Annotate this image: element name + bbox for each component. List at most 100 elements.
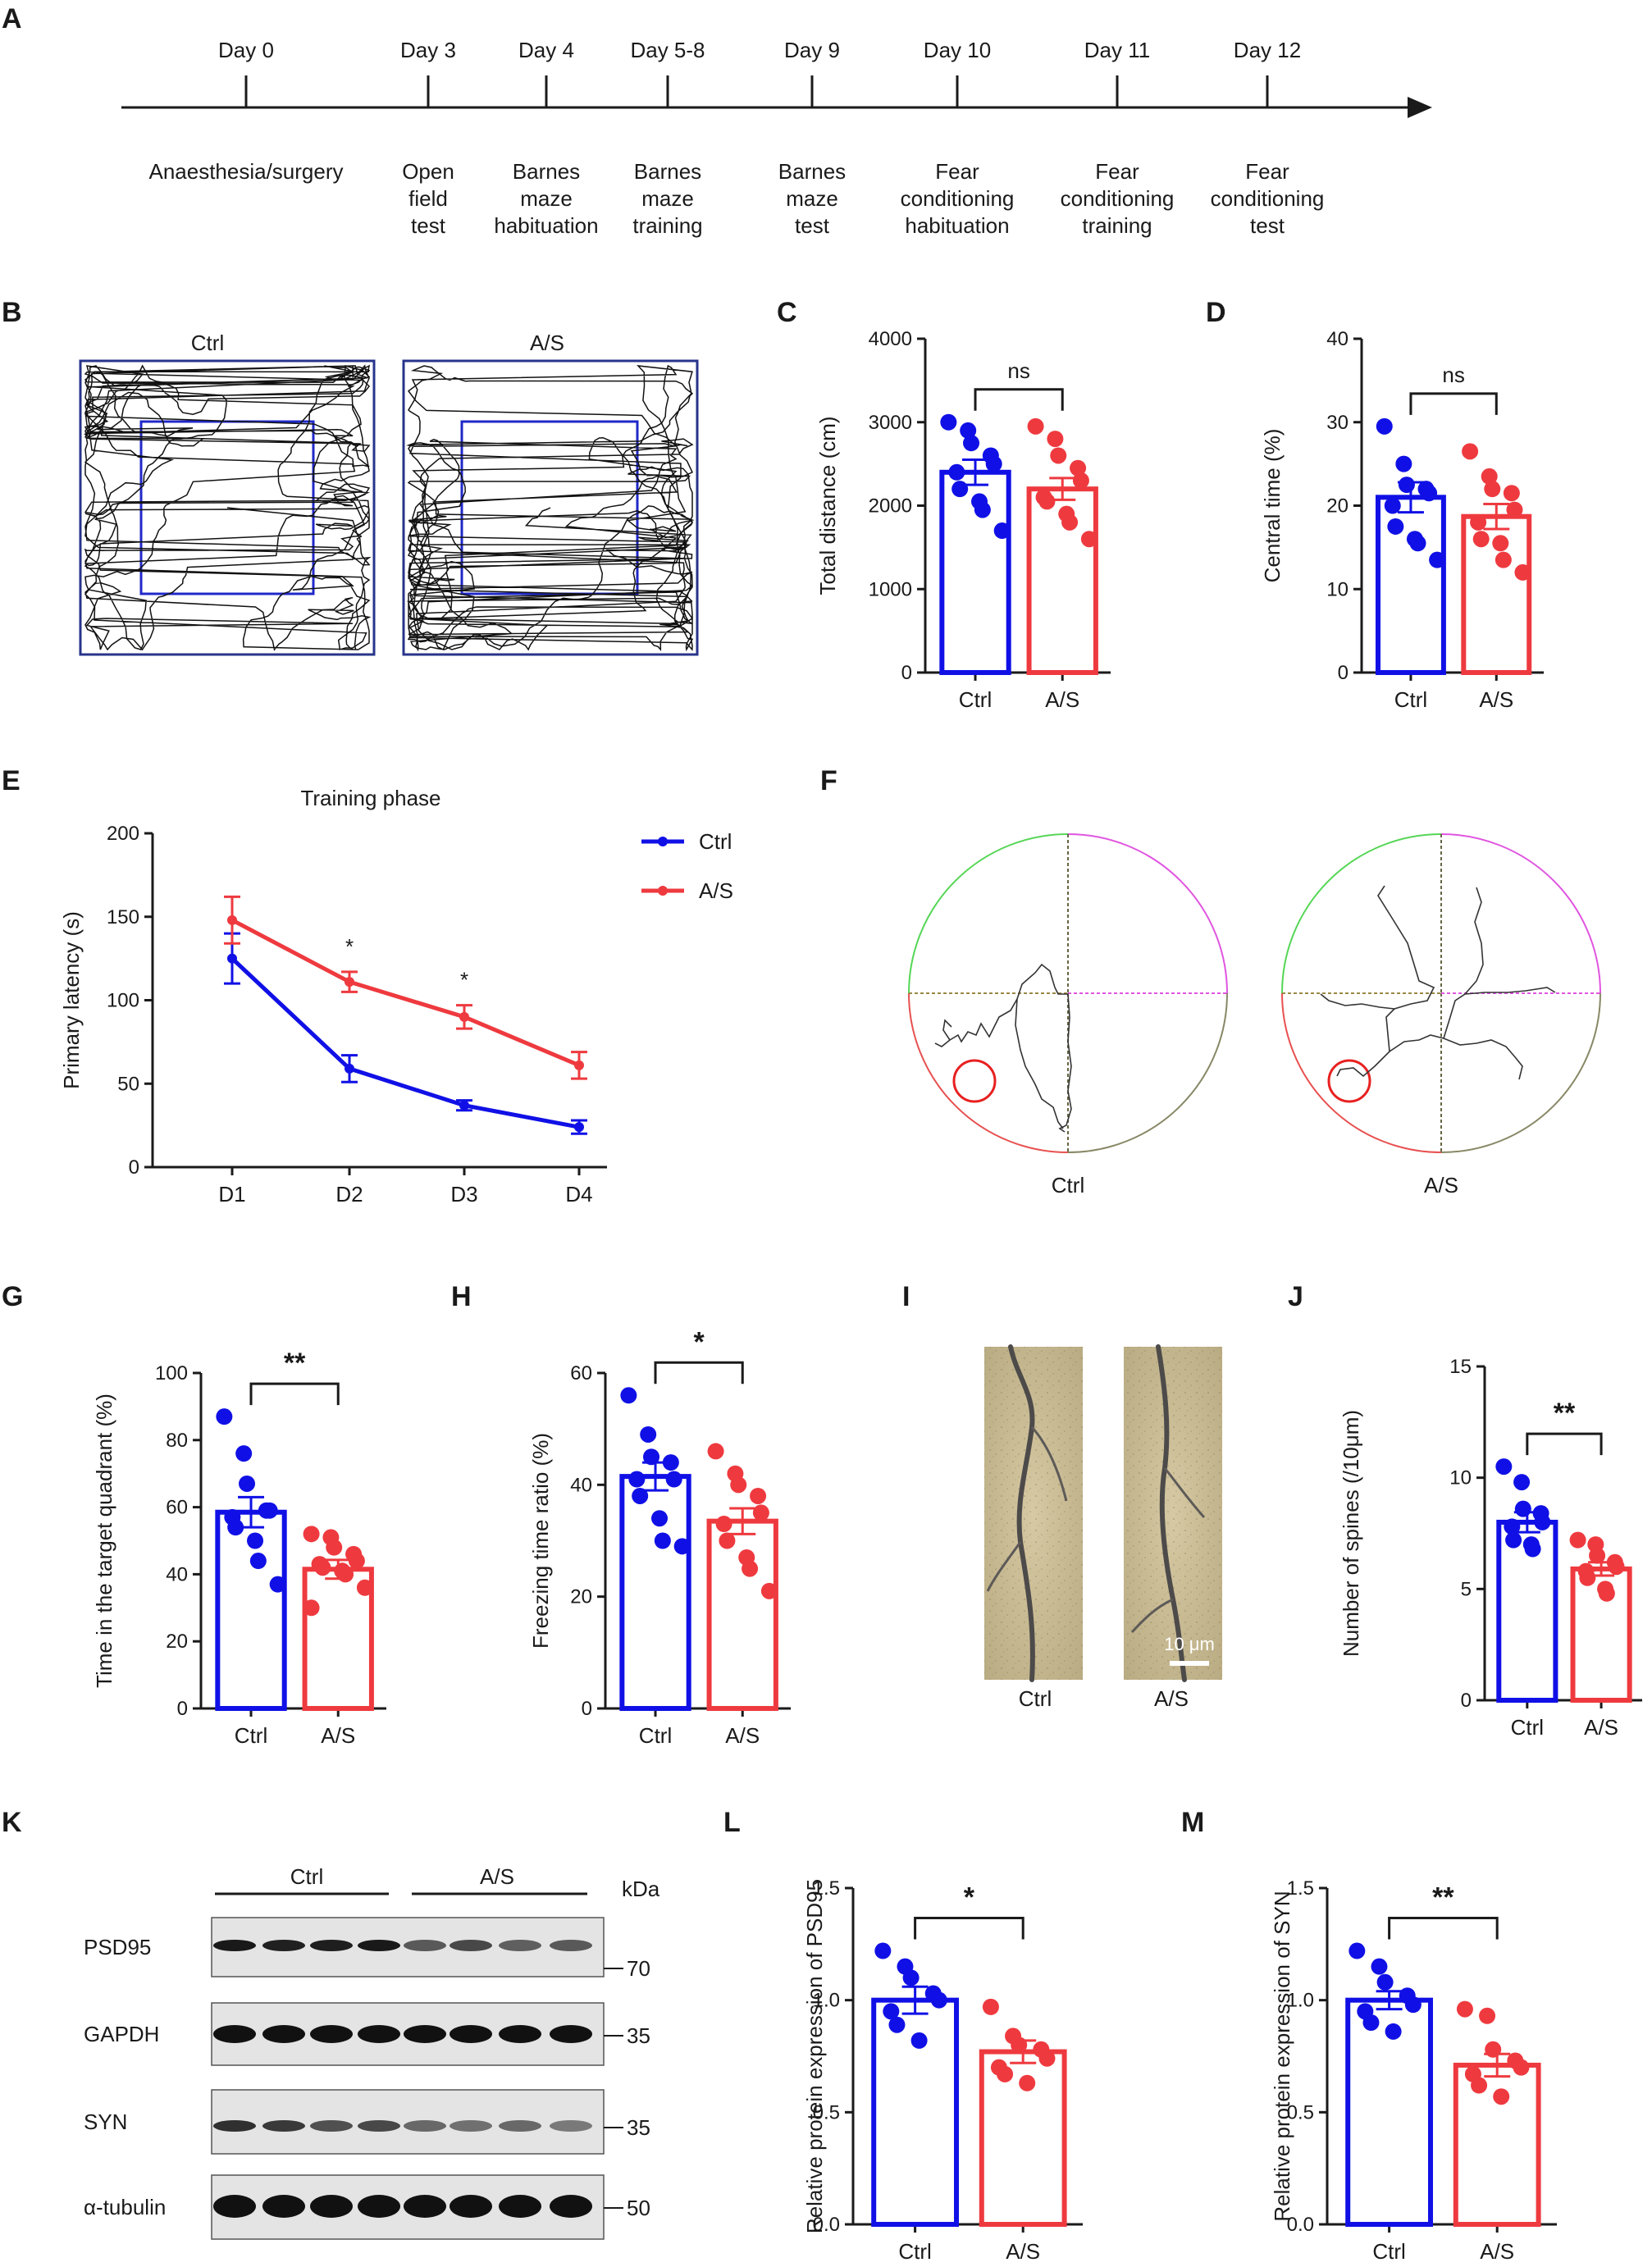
chart-h: 0 20 40 60 Freezing time ratio (%) Ctrl A/S * — [528, 1326, 791, 1748]
chart-e: 0 50 100 150 200 D1 D2 D3 D4 Primary latency (s) T… — [59, 786, 733, 1206]
significance-bracket — [974, 388, 1064, 411]
significance-label: * — [460, 968, 468, 992]
y-tick-label: 2000 — [869, 495, 912, 518]
timeline-event-label: conditioning — [1211, 186, 1325, 211]
data-point — [985, 455, 1002, 472]
data-point — [303, 1599, 320, 1617]
chart-g: 0 20 40 60 80 100 Time in the target quadrant … — [92, 1348, 386, 1748]
blot-band — [450, 2195, 492, 2218]
timeline-event-label: test — [795, 213, 830, 238]
data-point — [948, 463, 965, 481]
data-point — [1608, 1558, 1625, 1576]
y-tick-label: 60 — [570, 1362, 592, 1384]
panel-label-i: I — [902, 1281, 910, 1312]
data-point — [654, 1532, 671, 1549]
data-point — [1495, 551, 1512, 568]
timeline-day-label: Day 3 — [400, 38, 456, 62]
blot-band — [310, 2025, 353, 2043]
y-tick-label: 3000 — [869, 412, 912, 434]
timeline-event-label: Barnes — [513, 159, 580, 184]
y-tick-label: 4000 — [869, 328, 912, 350]
data-point — [1061, 513, 1079, 531]
data-point — [760, 1582, 778, 1599]
data-point — [982, 1998, 999, 2015]
data-point — [1484, 481, 1501, 498]
bar-as — [979, 2049, 1067, 2228]
ihc-panel: 10 μm Ctrl A/S — [984, 1344, 1222, 1711]
blot-band — [262, 2025, 305, 2043]
data-point — [1493, 2088, 1510, 2105]
timeline-day-label: Day 9 — [784, 38, 840, 62]
data-point — [1038, 493, 1056, 510]
significance-label: ns — [1442, 363, 1464, 387]
data-point — [730, 1476, 747, 1494]
panel-label-f: F — [820, 765, 837, 796]
blot-band — [450, 2120, 492, 2132]
significance-bracket — [1526, 1432, 1603, 1456]
data-point — [227, 1519, 244, 1536]
y-tick-label: 20 — [166, 1631, 188, 1653]
ihc-label-ctrl: Ctrl — [1019, 1686, 1052, 1711]
bar-as — [1453, 2062, 1541, 2228]
data-point — [632, 1487, 649, 1504]
blot-band — [450, 1940, 492, 1951]
blot-band — [499, 2025, 541, 2043]
y-tick-label: 50 — [117, 1073, 139, 1095]
y-axis-label: Number of spines (/10μm) — [1339, 1410, 1363, 1657]
x-tick-label: D2 — [335, 1182, 363, 1206]
data-point — [326, 1539, 343, 1556]
blot-marker-label: 35 — [627, 2115, 650, 2140]
blot-row-label: SYN — [84, 2110, 127, 2134]
data-point — [1470, 513, 1487, 531]
timeline-event-label: maze — [786, 186, 838, 211]
y-axis-label: Relative protein expression of SYN — [1270, 1891, 1294, 2221]
data-point — [752, 1504, 769, 1521]
timeline-day-label: Day 5-8 — [630, 38, 705, 62]
data-point — [1485, 2041, 1502, 2058]
y-axis-label: Relative protein expression of PSD95 — [802, 1879, 827, 2233]
data-point — [1376, 417, 1393, 435]
significance-bracket — [249, 1382, 340, 1406]
blot-unit: kDa — [622, 1877, 660, 1901]
x-tick-label: D4 — [565, 1182, 592, 1206]
panel-label-d: D — [1206, 297, 1226, 328]
x-tick-label: Ctrl — [959, 687, 992, 712]
blot-band — [550, 1940, 592, 1951]
barnes-maze-as: A/S — [1281, 833, 1601, 1197]
panel-label-b: B — [2, 297, 22, 328]
series-line-ctrl — [230, 956, 580, 1129]
data-point — [1456, 2000, 1473, 2018]
data-point — [247, 1532, 264, 1549]
data-point — [1362, 2014, 1380, 2031]
blot-rows: PSD95 70 GAPDH 35 SYN 35 α-tubulin 50 — [84, 1917, 650, 2240]
data-point — [993, 522, 1011, 540]
data-point — [707, 1443, 724, 1460]
timeline-event-label: training — [1082, 213, 1152, 238]
open-field-track-as — [406, 364, 695, 652]
timeline-event-label: field — [408, 186, 448, 211]
data-point — [1503, 485, 1520, 502]
blot-band — [358, 2195, 400, 2218]
timeline-event-label: maze — [520, 186, 573, 211]
x-tick-label: D3 — [450, 1182, 477, 1206]
data-point — [337, 1566, 354, 1583]
chart-d: 0 10 20 30 40 Central time (%) Ctrl A/S ns — [1260, 328, 1544, 712]
blot-band — [310, 2120, 353, 2132]
timeline-event-label: Barnes — [778, 159, 846, 184]
data-point — [1072, 472, 1089, 489]
data-point — [888, 2016, 906, 2033]
y-tick-label: 200 — [107, 823, 139, 845]
blot-band — [499, 2195, 541, 2218]
y-tick-label: 0.0 — [1287, 2214, 1314, 2236]
blot-band — [404, 2195, 446, 2218]
data-point — [1027, 417, 1044, 435]
timeline-event-label: conditioning — [1061, 186, 1175, 211]
significance-bracket — [1409, 392, 1498, 415]
chart-title: Training phase — [300, 786, 440, 810]
panel-label-j: J — [1288, 1281, 1303, 1312]
timeline-event-label: Fear — [1245, 159, 1289, 184]
significance-label: * — [964, 1882, 975, 1913]
data-point — [715, 1516, 732, 1533]
data-point — [874, 1942, 892, 1959]
blot-row-label: PSD95 — [84, 1935, 151, 1959]
